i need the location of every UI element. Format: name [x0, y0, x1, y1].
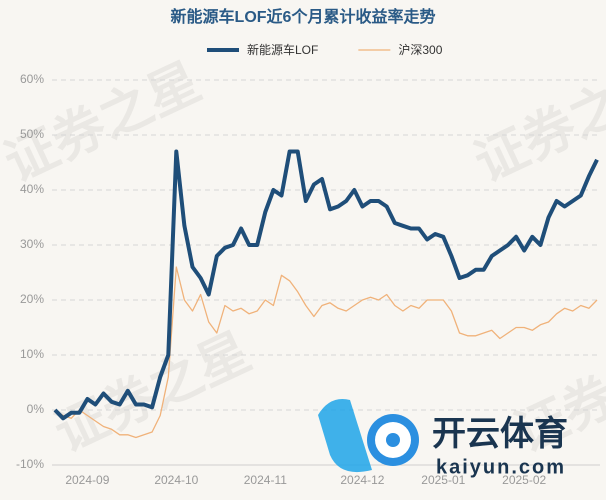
y-tick-label: 60% [20, 72, 44, 86]
x-tick-label: 2024-10 [154, 473, 198, 487]
y-tick-label: 0% [27, 402, 45, 416]
x-tick-label: 2024-12 [340, 473, 384, 487]
x-tick-label: 2024-11 [244, 473, 287, 487]
logo-ball-spot [386, 433, 400, 447]
y-tick-label: 40% [20, 182, 44, 196]
legend-label: 沪深300 [398, 43, 442, 57]
y-tick-label: 10% [20, 347, 44, 361]
legend-label: 新能源车LOF [247, 42, 318, 57]
y-tick-label: 20% [20, 292, 44, 306]
logo-mark [318, 399, 372, 473]
logo-url: kaiyun.com [436, 456, 566, 478]
logo-text: 开云体育 [432, 415, 568, 453]
y-tick-label: 50% [20, 127, 44, 141]
watermark: 证券之星 [466, 53, 606, 193]
x-tick-label: 2024-09 [65, 473, 109, 487]
y-tick-label: 30% [20, 237, 44, 251]
watermark: 证券之星 [46, 323, 259, 463]
x-tick-label: 2025-01 [421, 473, 465, 487]
series-line [54, 266, 598, 439]
logo: 开云体育 kaiyun.com [318, 399, 568, 478]
chart-title: 新能源车LOF近6个月累计收益率走势 [171, 7, 436, 26]
series-line [53, 149, 599, 421]
x-tick-label: 2025-02 [502, 473, 546, 487]
y-tick-label: -10% [16, 457, 44, 471]
